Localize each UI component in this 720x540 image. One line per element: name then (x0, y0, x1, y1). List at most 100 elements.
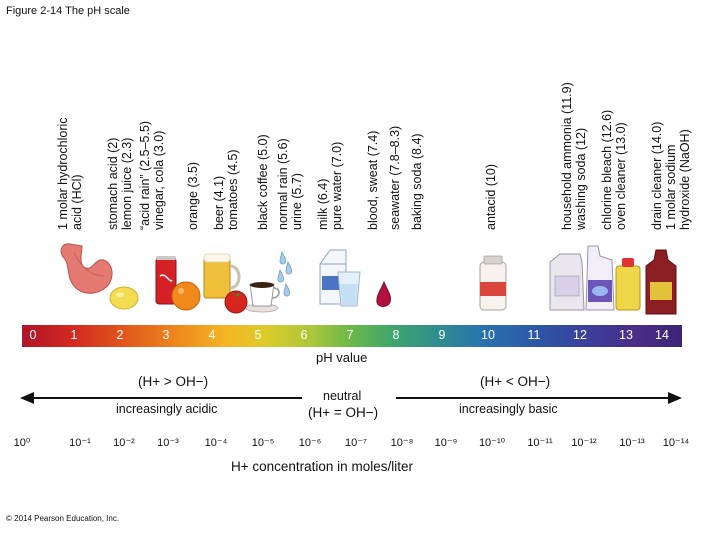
substance-label: blood, sweat (7.4) (366, 131, 380, 230)
substance-label: antacid (10) (484, 164, 498, 230)
substance-label-line: antacid (10) (484, 163, 498, 230)
bleach-jug-icon (585, 245, 615, 311)
ph-tick-label: 0 (29, 328, 37, 342)
concentration-tick-label: 10⁻¹⁰ (478, 437, 506, 449)
concentration-tick-label: 10⁻⁴ (204, 437, 228, 449)
substance-label-line: normal rain (5.6) (276, 138, 290, 230)
substance-label-line: baking soda (8.4) (410, 133, 424, 230)
concentration-tick-label: 10⁻¹³ (619, 437, 645, 449)
concentration-tick-label: 10⁻⁹ (434, 437, 458, 449)
concentration-tick-label: 10⁻⁶ (298, 437, 322, 449)
substance-label-line: pure water (7.0) (330, 141, 344, 230)
substance-label-line: acid (HCl) (70, 174, 84, 230)
substance-label-line: tomatoes (4.5) (226, 149, 240, 230)
drain-cleaner-bottle-icon (645, 249, 677, 315)
acidic-relation: (H+ > OH−) (138, 374, 209, 389)
ph-scale-bar (22, 325, 682, 347)
ph-tick-label: 14 (655, 328, 669, 342)
substance-label: stomach acid (2) lemon juice (2.3) (106, 138, 134, 230)
substance-label: beer (4.1) tomatoes (4.5) (212, 149, 240, 230)
basic-relation: (H+ < OH−) (480, 374, 551, 389)
substance-label-line: urine (5.7) (290, 173, 304, 230)
concentration-tick-label: 10⁻¹ (69, 437, 91, 449)
water-glass-icon (337, 271, 361, 307)
substance-label-line: 1 molar sodium (664, 144, 678, 230)
raindrops-icon (277, 250, 293, 297)
ph-tick-label: 11 (527, 328, 541, 342)
substance-label-line: seawater (7.8–8.3) (388, 125, 402, 230)
basic-arrow-line (396, 397, 672, 399)
ph-tick-label: 13 (619, 328, 633, 342)
ph-tick-label: 1 (70, 328, 78, 342)
substance-label: “acid rain” (2.5–5.5) vinegar, cola (3.0) (138, 121, 166, 230)
basic-label: increasingly basic (459, 402, 558, 416)
concentration-tick-label: 10⁻³ (157, 437, 179, 449)
ph-tick-label: 3 (162, 328, 170, 342)
concentration-tick-label: 10⁻¹¹ (527, 437, 553, 449)
ph-tick-label: 4 (208, 328, 216, 342)
substance-label: orange (3.5) (186, 162, 200, 230)
substance-label: 1 molar hydrochloric acid (HCl) (56, 117, 84, 230)
ammonia-jug-icon (549, 253, 585, 311)
substance-label-line: lemon juice (2.3) (120, 137, 134, 230)
substance-label-line: oven cleaner (13.0) (614, 122, 628, 230)
substance-label: black coffee (5.0) (256, 134, 270, 230)
concentration-tick-label: 10⁻⁵ (251, 437, 275, 449)
substance-label-line: vinegar, cola (3.0) (152, 130, 166, 230)
neutral-label: neutral (323, 389, 362, 403)
cola-can-icon (155, 256, 177, 305)
substance-label-line: orange (3.5) (186, 161, 200, 230)
substance-label: normal rain (5.6) urine (5.7) (276, 138, 304, 230)
ph-tick-label: 2 (116, 328, 124, 342)
substance-label-line: beer (4.1) (212, 175, 226, 230)
substance-illustrations (60, 243, 677, 315)
concentration-tick-label: 10⁰ (13, 437, 31, 449)
substance-label: drain cleaner (14.0) 1 molar sodium hydrox… (650, 122, 692, 230)
blood-drop-icon (376, 280, 391, 307)
ph-tick-label: 8 (392, 328, 400, 342)
stomach-icon (60, 243, 113, 294)
substance-label-line: stomach acid (2) (106, 137, 120, 230)
figure-title: Figure 2-14 The pH scale (6, 5, 130, 17)
substance-label-line: 1 molar hydrochloric (56, 117, 70, 230)
concentration-tick-label: 10⁻² (113, 437, 135, 449)
substance-label-line: black coffee (5.0) (256, 134, 270, 230)
substance-label: chlorine bleach (12.6) oven cleaner (13.0… (600, 110, 628, 230)
substance-label-line: hydroxide (NaOH) (678, 129, 692, 230)
substance-label: milk (6.4) pure water (7.0) (316, 142, 344, 230)
oven-cleaner-can-icon (615, 258, 641, 311)
substance-label-line: milk (6.4) (316, 178, 330, 230)
ph-tick-label: 6 (300, 328, 308, 342)
substance-label: baking soda (8.4) (410, 133, 424, 230)
beer-mug-icon (203, 253, 241, 299)
substance-label: household ammonia (11.9) washing soda (12… (560, 82, 588, 230)
ph-tick-label: 7 (346, 328, 354, 342)
ph-tick-label: 12 (573, 328, 587, 342)
neutral-relation: (H+ = OH−) (308, 405, 379, 420)
lemon-icon (109, 286, 139, 310)
acidic-arrow-line (32, 397, 302, 399)
basic-arrowhead (668, 392, 682, 404)
substance-label-line: drain cleaner (14.0) (650, 121, 664, 230)
ph-axis-label: pH value (316, 350, 368, 365)
concentration-tick-label: 10⁻¹² (571, 437, 597, 449)
copyright: © 2014 Pearson Education, Inc. (6, 514, 120, 523)
coffee-cup-icon (245, 282, 280, 313)
concentration-tick-label: 10⁻¹⁴ (662, 437, 690, 449)
substance-label-line: chlorine bleach (12.6) (600, 109, 614, 230)
concentration-axis-label: H+ concentration in moles/liter (231, 459, 413, 474)
orange-icon (171, 281, 201, 311)
substance-label: seawater (7.8–8.3) (388, 126, 402, 230)
substance-label-line: washing soda (12) (574, 127, 588, 230)
antacid-bottle-icon (479, 255, 507, 311)
acidic-label: increasingly acidic (116, 402, 218, 416)
ph-tick-label: 10 (481, 328, 495, 342)
substance-label-line: blood, sweat (7.4) (366, 130, 380, 230)
tomato-icon (224, 290, 248, 314)
substance-label-line: household ammonia (11.9) (560, 82, 574, 230)
ph-tick-label: 9 (438, 328, 446, 342)
ph-tick-label: 5 (254, 328, 262, 342)
acidic-arrowhead (20, 392, 34, 404)
concentration-tick-label: 10⁻⁸ (390, 437, 414, 449)
substance-label-line: “acid rain” (2.5–5.5) (138, 120, 152, 230)
